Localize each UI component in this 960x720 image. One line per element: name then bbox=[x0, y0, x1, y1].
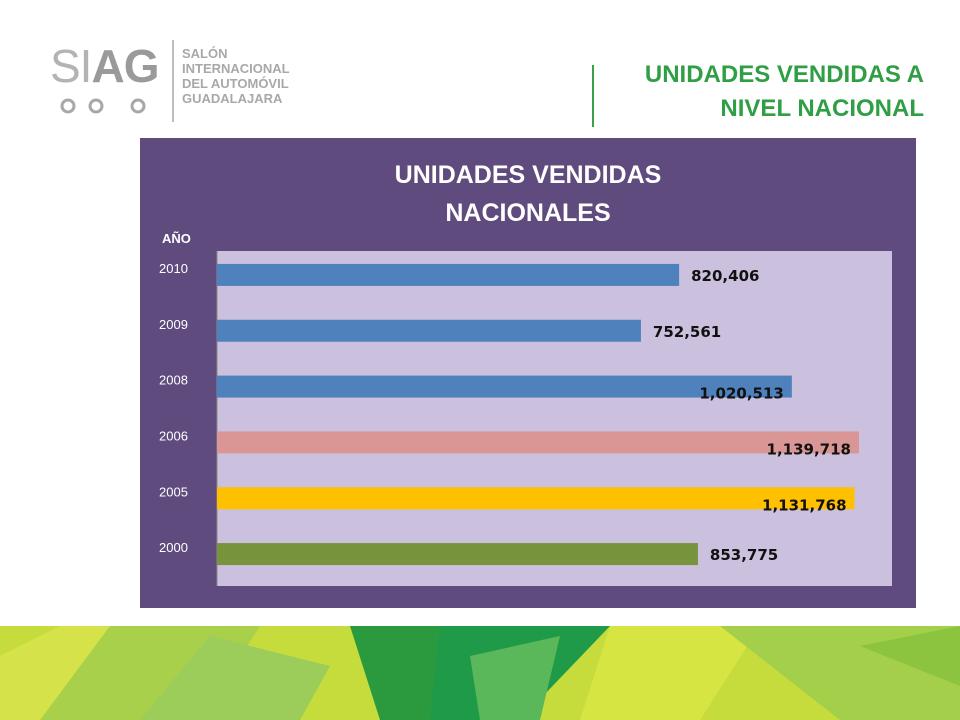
value-label-2008: 1,020,513 bbox=[699, 385, 783, 403]
siag-logo: SIAG SALÓN INTERNACIONAL DEL AUTOMÓVIL G… bbox=[50, 38, 320, 128]
bar-chart: 2010 820,406 2009 752,561 2008 1,020,513 2006 1… bbox=[159, 251, 859, 586]
header-divider bbox=[592, 65, 594, 127]
y-axis-label: AÑO bbox=[162, 231, 191, 246]
bar-2005 bbox=[217, 487, 855, 510]
category-label-2000: 2000 bbox=[159, 540, 188, 555]
page-title-line-2: NIVEL NACIONAL bbox=[720, 95, 924, 122]
logo-mark: SIAG bbox=[50, 40, 159, 92]
logo-text: SALÓN INTERNACIONAL DEL AUTOMÓVIL GUADAL… bbox=[182, 46, 290, 106]
value-label-2009: 752,561 bbox=[653, 323, 721, 341]
chart-title-line-2: NACIONALES bbox=[445, 199, 611, 227]
value-label-2000: 853,775 bbox=[710, 546, 778, 564]
logo-line-2: INTERNACIONAL bbox=[182, 61, 290, 76]
chart-title-line-1: UNIDADES VENDIDAS bbox=[394, 161, 662, 189]
bar-2000 bbox=[217, 543, 698, 566]
page-title: UNIDADES VENDIDAS A NIVEL NACIONAL bbox=[594, 58, 924, 126]
bar-2009 bbox=[217, 319, 641, 342]
logo-line-1: SALÓN bbox=[182, 46, 228, 61]
plot-area bbox=[217, 251, 892, 586]
bar-2008 bbox=[217, 375, 792, 398]
category-label-2010: 2010 bbox=[159, 261, 188, 276]
category-label-2005: 2005 bbox=[159, 484, 188, 499]
bar-2010 bbox=[217, 263, 680, 286]
category-label-2009: 2009 bbox=[159, 317, 188, 332]
value-label-2006: 1,139,718 bbox=[767, 440, 851, 458]
footer-decoration bbox=[0, 626, 960, 720]
logo-line-4: GUADALAJARA bbox=[182, 91, 283, 106]
page-title-line-1: UNIDADES VENDIDAS A bbox=[644, 61, 924, 88]
logo-divider bbox=[172, 40, 174, 122]
value-label-2005: 1,131,768 bbox=[762, 496, 846, 514]
chart-panel: UNIDADES VENDIDAS NACIONALES AÑO 2010 820… bbox=[140, 138, 916, 608]
value-label-2010: 820,406 bbox=[691, 267, 759, 285]
category-label-2008: 2008 bbox=[159, 373, 188, 388]
logo-dots-icon bbox=[60, 98, 146, 114]
chart-title: UNIDADES VENDIDAS NACIONALES bbox=[140, 156, 916, 232]
category-label-2006: 2006 bbox=[159, 428, 188, 443]
bar-2006 bbox=[217, 431, 859, 454]
logo-line-3: DEL AUTOMÓVIL bbox=[182, 76, 289, 91]
